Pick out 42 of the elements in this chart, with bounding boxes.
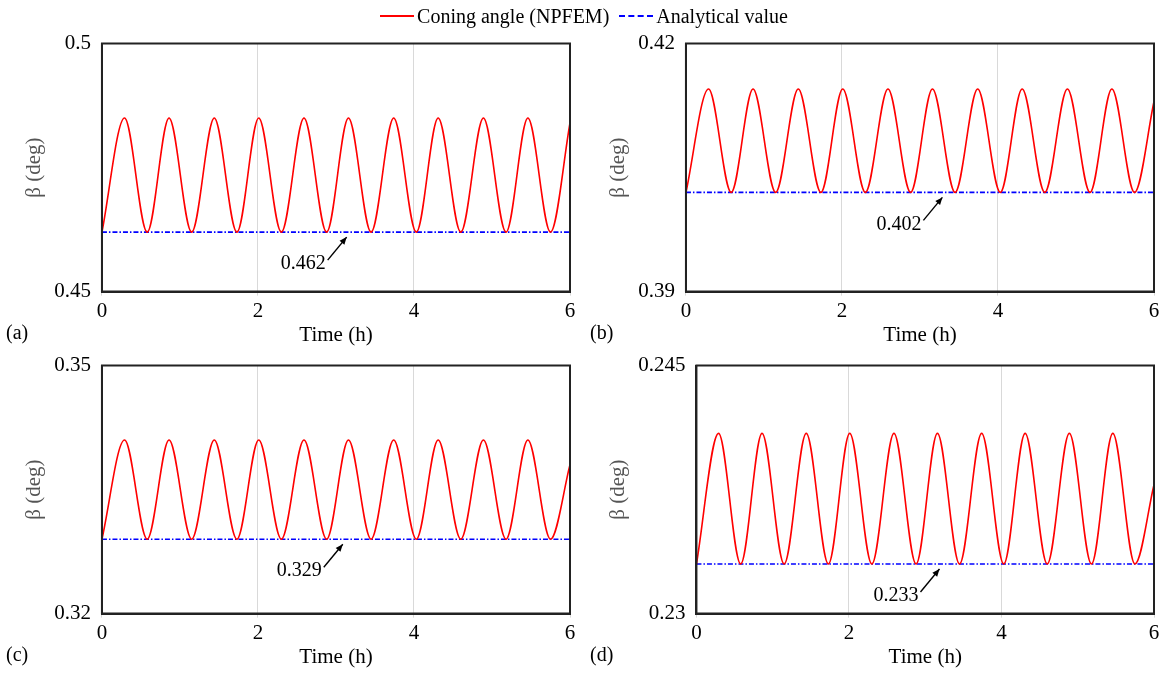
text: (a) (6, 321, 29, 345)
y-tick-label: 0.32 (54, 600, 91, 625)
x-tick-label: 2 (836, 297, 848, 322)
x-axis-title: Time (h) (299, 321, 373, 346)
y-axis-title: β (deg) (21, 137, 46, 198)
x-tick-label: 2 (252, 297, 264, 322)
x-tick-label: 4 (996, 619, 1008, 644)
x-tick-label: 6 (1148, 619, 1160, 644)
x-tick-label: 6 (1148, 297, 1160, 322)
y-tick-label: 0.45 (54, 278, 91, 303)
x-axis-title: Time (h) (883, 321, 957, 346)
annotation: 0.329 (276, 558, 322, 581)
x-tick-label: 0 (691, 619, 702, 644)
annotation: 0.233 (873, 583, 919, 606)
legend-label: Analytical value (656, 4, 788, 28)
y-tick-label: 0.42 (638, 30, 675, 55)
y-tick-label: 0.35 (54, 352, 91, 377)
text: (c) (6, 643, 29, 667)
text: (b) (590, 321, 614, 345)
y-axis-title: β (deg) (605, 459, 630, 520)
annotation: 0.402 (876, 211, 922, 234)
y-axis-title: β (deg) (21, 459, 46, 520)
x-tick-label: 0 (96, 619, 108, 644)
y-tick-label: 0.245 (638, 352, 686, 377)
annotation: 0.462 (280, 251, 326, 274)
x-tick-label: 4 (408, 619, 420, 644)
x-axis-title: Time (h) (888, 643, 962, 668)
x-tick-label: 2 (843, 619, 855, 644)
text: (d) (590, 643, 614, 667)
x-tick-label: 6 (564, 619, 576, 644)
y-axis-title: β (deg) (605, 137, 630, 198)
x-tick-label: 2 (252, 619, 264, 644)
x-tick-label: 4 (408, 297, 420, 322)
x-tick-label: 4 (992, 297, 1004, 322)
x-axis-title: Time (h) (299, 643, 373, 668)
x-tick-label: 0 (680, 297, 692, 322)
y-tick-label: 0.39 (638, 278, 675, 303)
x-tick-label: 6 (564, 297, 576, 322)
x-tick-label: 0 (96, 297, 108, 322)
y-tick-label: 0.23 (648, 600, 686, 625)
legend-label: Coning angle (NPFEM) (417, 4, 610, 28)
y-tick-label: 0.5 (64, 30, 91, 55)
